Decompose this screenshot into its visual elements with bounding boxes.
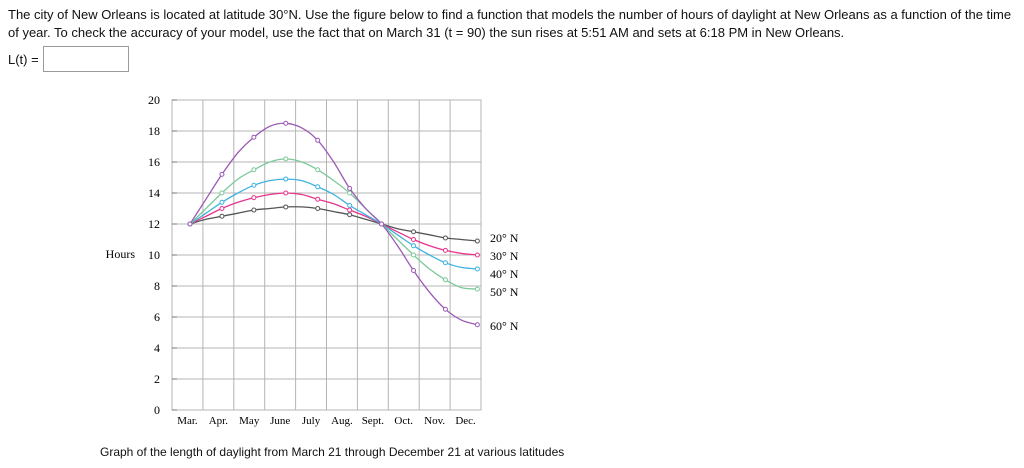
- data-point-30: [315, 196, 321, 202]
- data-point-50: [315, 167, 321, 173]
- data-point-60: [283, 120, 289, 126]
- y-tick-label: 2: [154, 372, 160, 386]
- data-point-40: [347, 202, 353, 208]
- legend-label-20: 20° N: [490, 231, 519, 245]
- series-line-20: [189, 206, 478, 242]
- data-point-50: [283, 156, 289, 162]
- data-point-30: [251, 195, 257, 201]
- data-point-30: [442, 247, 448, 253]
- y-tick-label: 6: [154, 310, 160, 324]
- data-point-60: [442, 306, 448, 312]
- y-tick-label: 0: [154, 403, 160, 417]
- answer-row: L(t) =: [8, 46, 129, 72]
- y-tick-label: 16: [148, 155, 160, 169]
- data-point-30: [283, 190, 289, 196]
- x-tick-label: June: [270, 415, 290, 427]
- data-point-30: [347, 207, 353, 213]
- y-tick-label: 8: [154, 279, 160, 293]
- x-tick-label: July: [302, 415, 321, 427]
- data-point-30: [411, 237, 417, 242]
- data-point-60: [347, 185, 353, 191]
- y-tick-label: 12: [148, 217, 160, 231]
- data-point-60: [474, 322, 480, 328]
- data-point-20: [474, 238, 480, 244]
- x-tick-label: Apr.: [209, 415, 229, 427]
- y-tick-label: 10: [148, 248, 160, 262]
- problem-statement: The city of New Orleans is located at la…: [8, 7, 1012, 40]
- y-axis-label: Hours: [106, 247, 136, 261]
- y-tick-label: 14: [148, 186, 160, 200]
- data-point-20: [219, 213, 225, 219]
- chart-grid: [171, 99, 482, 411]
- x-tick-label: Sept.: [362, 415, 385, 427]
- data-point-50: [251, 167, 257, 173]
- x-tick-label: Dec.: [455, 415, 476, 427]
- data-point-50: [347, 190, 353, 196]
- x-tick-label: Mar.: [177, 415, 198, 427]
- data-point-40: [251, 182, 257, 188]
- data-point-20: [283, 204, 289, 210]
- data-point-50: [474, 286, 480, 292]
- data-point-60: [411, 268, 417, 273]
- data-point-20: [315, 206, 321, 211]
- y-tick-label: 18: [148, 124, 160, 138]
- data-point-60: [379, 221, 385, 227]
- data-point-20: [347, 212, 353, 218]
- y-tick-label: 20: [148, 93, 160, 107]
- series-line-60: [189, 122, 478, 326]
- x-tick-label: Nov.: [424, 415, 445, 427]
- series-line-30: [189, 192, 478, 256]
- data-point-40: [474, 266, 480, 272]
- y-tick-label: 4: [154, 341, 160, 355]
- series-line-50: [189, 158, 478, 290]
- series-line-40: [189, 178, 478, 270]
- data-point-60: [315, 137, 321, 143]
- chart-legend: 20° N 30° N 40° N 50° N 60° N: [490, 231, 519, 333]
- data-point-20: [251, 207, 257, 213]
- data-point-60: [187, 221, 193, 227]
- x-tick-label: Oct.: [394, 415, 413, 427]
- data-point-40: [283, 176, 289, 182]
- data-point-20: [442, 235, 448, 241]
- data-point-50: [442, 277, 448, 283]
- data-point-40: [411, 243, 417, 249]
- legend-label-60: 60° N: [490, 319, 519, 333]
- answer-label: L(t) =: [8, 51, 39, 67]
- data-point-60: [219, 171, 225, 177]
- x-tick-label: Aug.: [331, 415, 353, 427]
- data-point-40: [442, 260, 448, 266]
- legend-label-40: 40° N: [490, 267, 519, 281]
- x-tick-label: May: [239, 415, 260, 427]
- chart-axes: Hours 0 2 4 6 8 10 12 14 16 18 20 Mar. Apr. May June Ju…: [106, 93, 476, 427]
- data-point-30: [474, 252, 480, 258]
- data-point-30: [219, 206, 225, 211]
- data-point-50: [411, 252, 417, 258]
- chart-caption: Graph of the length of daylight from Mar…: [100, 445, 565, 459]
- data-point-60: [251, 134, 257, 140]
- legend-label-50: 50° N: [490, 285, 519, 299]
- answer-input[interactable]: [42, 46, 129, 72]
- data-point-20: [411, 229, 417, 235]
- chart-series: [187, 120, 480, 328]
- data-point-40: [219, 199, 225, 205]
- data-point-50: [219, 190, 225, 196]
- daylight-chart: Hours 0 2 4 6 8 10 12 14 16 18 20 Mar. Apr. May June Ju…: [106, 93, 519, 427]
- data-point-40: [315, 184, 321, 190]
- legend-label-30: 30° N: [490, 249, 519, 263]
